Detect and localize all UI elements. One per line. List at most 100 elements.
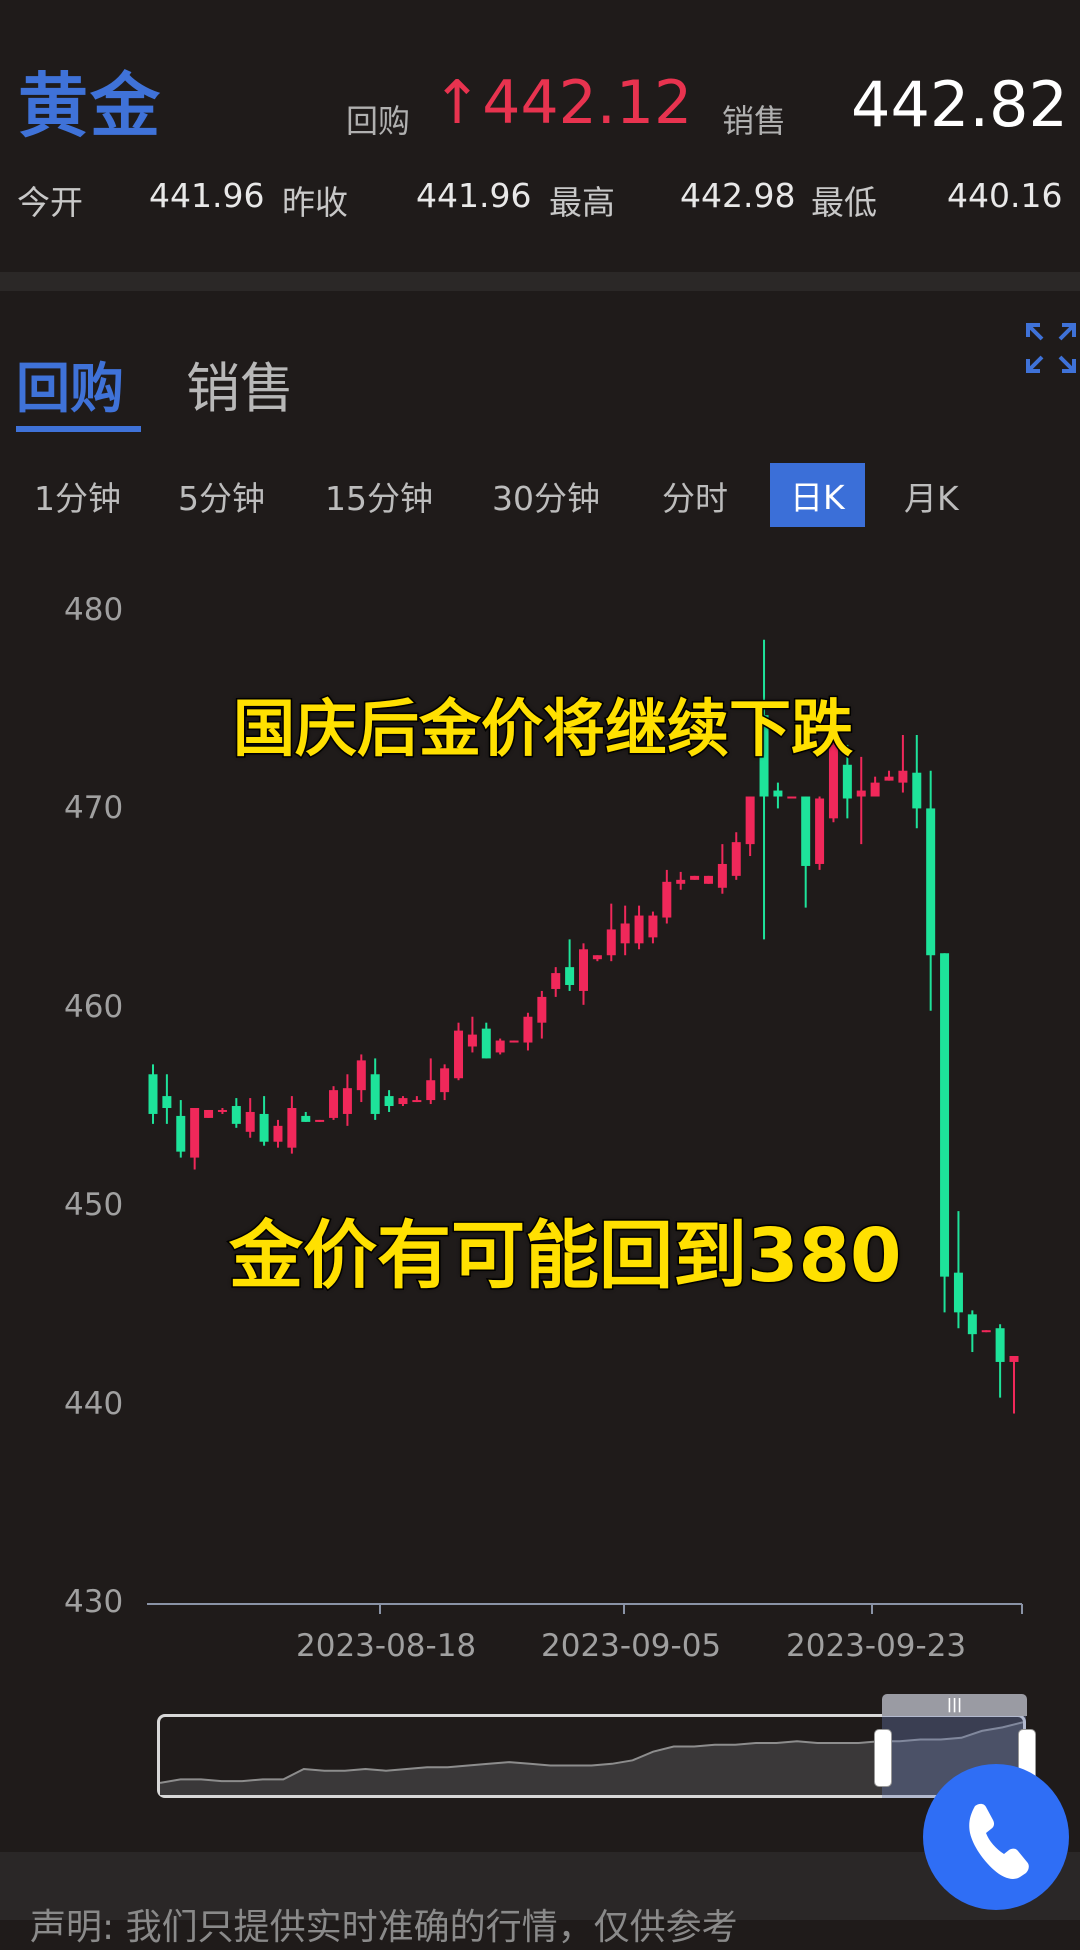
candle-body: [370, 1074, 380, 1114]
navigator-area: [160, 1722, 1023, 1795]
candle-body: [815, 798, 825, 864]
candle-body: [648, 915, 658, 938]
candle-body: [620, 923, 630, 944]
candle-body: [592, 955, 602, 960]
tab-sell[interactable]: 销售: [186, 357, 294, 420]
candle-body: [523, 1016, 533, 1043]
candle-body: [273, 1125, 283, 1142]
candle-body: [454, 1030, 464, 1079]
candle-body: [703, 875, 713, 884]
tab-underline: [16, 426, 141, 432]
buy-price: ↑442.12: [432, 68, 692, 138]
candle-body: [787, 796, 797, 799]
candle-body: [606, 929, 616, 956]
candle-body: [717, 863, 727, 888]
stat-low-value: 440.16: [947, 176, 1063, 215]
candle-body: [495, 1040, 505, 1053]
period-1min[interactable]: 1分钟: [34, 479, 121, 518]
candle-body: [801, 796, 811, 866]
candle-body: [926, 808, 936, 956]
candle-body: [537, 996, 547, 1023]
candle-body: [967, 1314, 977, 1335]
stat-open-label: 今开: [17, 183, 83, 222]
candle-body: [467, 1034, 477, 1047]
stat-high-label: 最高: [549, 183, 615, 222]
candle-body: [315, 1119, 325, 1122]
overlay-caption-1: 国庆后金价将继续下跌: [231, 691, 854, 767]
overlay-caption-2: 金价有可能回到380: [227, 1212, 902, 1301]
y-tick-label: 430: [64, 1584, 124, 1620]
sell-price: 442.82: [851, 68, 1068, 141]
candle-body: [217, 1109, 227, 1112]
candle-body: [842, 764, 852, 799]
candle-body: [579, 949, 588, 991]
candle-body: [1009, 1356, 1019, 1362]
candle-body: [828, 744, 838, 819]
expand-fullscreen-icon[interactable]: [1024, 321, 1078, 375]
candle-body: [287, 1108, 297, 1148]
stat-high-value: 442.98: [680, 176, 796, 215]
stat-prev-close-label: 昨收: [282, 183, 348, 222]
period-15min[interactable]: 15分钟: [325, 479, 433, 518]
period-daily-k[interactable]: 日K: [770, 463, 865, 527]
candle-body: [731, 842, 741, 876]
sell-label: 销售: [722, 102, 787, 140]
x-tick-label: 2023-09-05: [541, 1628, 722, 1664]
y-tick-label: 460: [64, 989, 124, 1025]
candle-body: [231, 1106, 241, 1124]
candle-body: [884, 776, 894, 781]
disclaimer-bar: [0, 1852, 1080, 1920]
candle-body: [301, 1115, 311, 1122]
candle-body: [634, 915, 644, 944]
candlestick-chart[interactable]: [0, 0, 1080, 1700]
candle-body: [953, 1272, 963, 1313]
candle-body: [426, 1080, 436, 1101]
navigator-drag-grip-icon[interactable]: |||: [882, 1694, 1027, 1716]
x-tick-label: 2023-09-23: [786, 1628, 967, 1664]
candle-body: [162, 1096, 172, 1108]
candle-body: [412, 1100, 422, 1103]
buy-label: 回购: [346, 102, 411, 140]
candle-body: [190, 1108, 200, 1158]
candle-body: [176, 1115, 186, 1152]
candle-body: [342, 1088, 352, 1114]
candle-body: [745, 796, 755, 845]
candle-body: [551, 973, 561, 989]
candle-body: [509, 1040, 519, 1043]
period-30min[interactable]: 30分钟: [492, 479, 600, 518]
candle-body: [870, 782, 880, 797]
phone-icon: [969, 1803, 1029, 1879]
candle-body: [329, 1090, 339, 1118]
candle-body: [481, 1028, 491, 1059]
candle-body: [204, 1109, 214, 1118]
x-tick-label: 2023-08-18: [296, 1628, 477, 1664]
navigator-left-handle[interactable]: [874, 1729, 892, 1787]
stat-prev-close-value: 441.96: [416, 176, 532, 215]
candle-body: [773, 790, 783, 797]
section-divider: [0, 272, 1080, 291]
candle-body: [940, 953, 950, 1277]
up-arrow-icon: ↑: [432, 68, 483, 138]
period-intraday[interactable]: 分时: [662, 479, 728, 518]
disclaimer-text: 声明: 我们只提供实时准确的行情，仅供参考: [30, 1907, 738, 1948]
y-tick-label: 480: [64, 592, 124, 628]
candle-body: [759, 715, 769, 797]
candle-body: [981, 1330, 991, 1333]
stat-low-label: 最低: [811, 183, 877, 222]
candle-body: [995, 1328, 1005, 1362]
candle-body: [245, 1111, 255, 1132]
candle-body: [384, 1096, 394, 1107]
call-button[interactable]: [923, 1764, 1069, 1910]
candle-body: [690, 875, 700, 880]
candle-body: [259, 1113, 269, 1142]
candle-body: [440, 1068, 450, 1093]
tab-buyback[interactable]: 回购: [16, 357, 124, 420]
candle-body: [676, 879, 686, 884]
period-monthly-k[interactable]: 月K: [904, 479, 959, 518]
candle-body: [565, 967, 575, 985]
period-5min[interactable]: 5分钟: [178, 479, 265, 518]
y-tick-label: 440: [64, 1386, 124, 1422]
y-tick-label: 470: [64, 790, 124, 826]
buy-price-value: 442.12: [482, 68, 693, 138]
stat-open-value: 441.96: [149, 176, 265, 215]
